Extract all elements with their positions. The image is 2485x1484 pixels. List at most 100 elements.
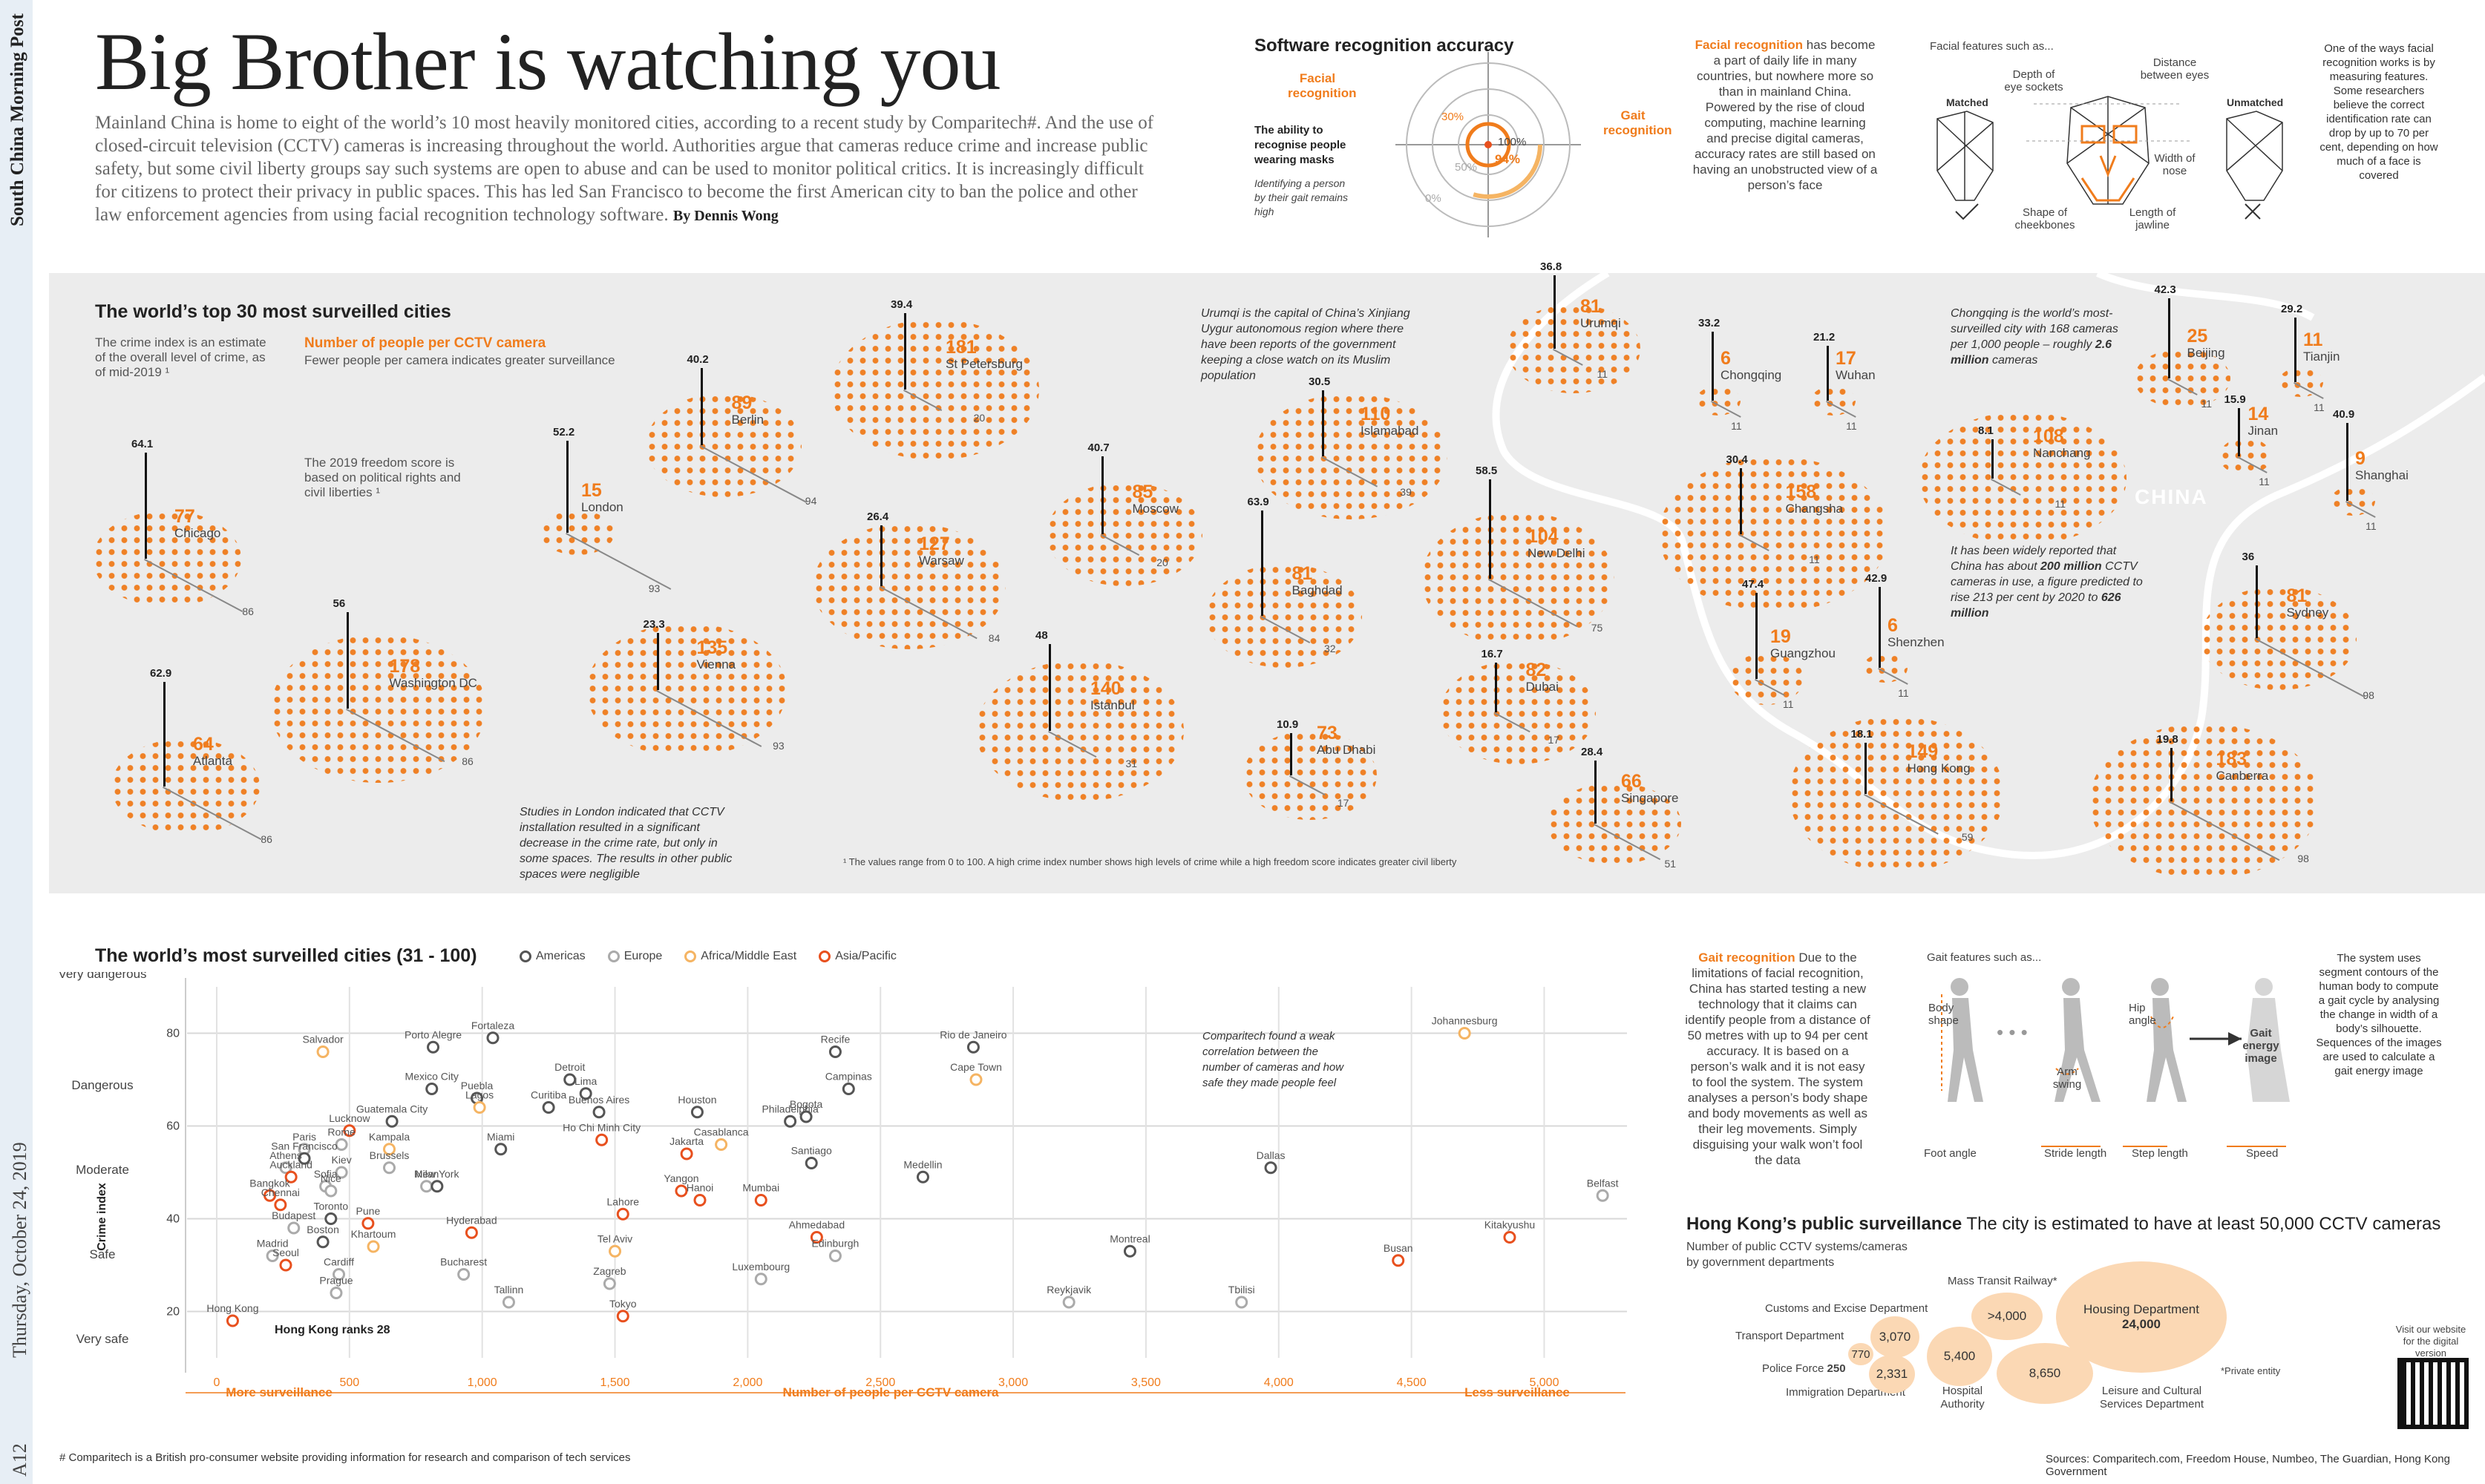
crime-index-value: 40.2: [687, 352, 709, 366]
dept-mtr-bubble: >4,000: [1971, 1293, 2043, 1340]
data-point: [754, 1194, 767, 1206]
freedom-score: 11: [1782, 697, 1794, 710]
top30-title: The world’s top 30 most surveilled citie…: [95, 301, 451, 322]
city-label: 108 Nanchang: [2033, 427, 2091, 461]
crime-index-value: 33.2: [1698, 316, 1720, 329]
gait-label-stride: Stride length: [2044, 1147, 2107, 1160]
facial-recognition-label: Facial recognition: [1288, 71, 1357, 100]
city-name: Shenzhen: [1888, 635, 1945, 649]
dept-housing-bubble: Housing Department 24,000: [2056, 1261, 2227, 1373]
crime-index-value: 48: [1035, 629, 1048, 643]
point-label: Khartoum: [351, 1228, 396, 1240]
scatter-ylabel: Crime index: [96, 1183, 108, 1251]
crime-index-bar: [700, 367, 703, 445]
city-name: Islamabad: [1361, 424, 1419, 438]
gait-recognition-label: Gait recognition: [1603, 108, 1672, 137]
x-tick-label: 2,500: [865, 1376, 895, 1389]
accuracy-rings: 30% 50% 0% 100% 94%: [1395, 52, 1581, 237]
accuracy-title: Software recognition accuracy: [1254, 36, 1514, 56]
city-label: 14 Jinan: [2248, 404, 2279, 439]
point-label: Lucknow: [329, 1112, 370, 1124]
ring-50: 50%: [1455, 161, 1477, 174]
data-point: [542, 1101, 555, 1114]
city-label: 110 Islamabad: [1361, 404, 1418, 439]
qr-code[interactable]: [2397, 1358, 2469, 1429]
crime-index-value: 40.7: [1087, 441, 1110, 454]
data-point: [1235, 1296, 1248, 1309]
city-cluster: [1548, 783, 1681, 864]
city-label: 64 Atlanta: [193, 735, 232, 769]
dept-customs-bubble: 770: [1848, 1343, 1873, 1365]
point-label: Ho Chi Minh City: [563, 1121, 641, 1133]
x-tick-label: 4,500: [1397, 1376, 1427, 1389]
china-note-c: CCTV cameras in use, a figure predicted …: [1951, 560, 2143, 604]
masks-note: The ability to recognise people wearing …: [1254, 124, 1346, 166]
legend-americas: Americas: [520, 950, 586, 963]
city-name: Chicago: [174, 526, 221, 540]
crime-index-bar: [1991, 439, 1994, 479]
data-point: [298, 1152, 311, 1165]
city-label: 85 Moscow: [1133, 482, 1179, 516]
facial-recognition-text: Facial recognition has become a part of …: [1692, 37, 1878, 193]
city-label: 127 Warsaw: [919, 534, 964, 568]
gait-side-note: The system uses segment contours of the …: [2316, 952, 2442, 1077]
city-label: 9 Shanghai: [2355, 449, 2409, 483]
point-label: Buenos Aires: [569, 1094, 630, 1106]
x-tick-label: 5,000: [1529, 1376, 1559, 1389]
y-tick-label: 80: [166, 1028, 180, 1040]
people-per-camera-value: 181: [946, 337, 977, 358]
city-label: 183 Canberra: [2216, 749, 2269, 784]
crime-index-value: 8.1: [1978, 424, 1994, 438]
label-eye-distance: Distance between eyes: [2140, 56, 2210, 82]
dept-leisure-bubble: 8,650: [1997, 1343, 2093, 1404]
freedom-score: 86: [242, 605, 254, 617]
freedom-score: 94: [805, 495, 817, 507]
point-label: Hong Kong: [206, 1302, 258, 1314]
data-point: [1264, 1161, 1277, 1175]
gait-label-arm-swing: Arm swing: [2052, 1066, 2082, 1091]
city-label: 11 Tianjin: [2303, 330, 2340, 364]
point-label: Porto Alegre: [405, 1028, 462, 1040]
label-cheekbones: Shape of cheekbones: [2014, 206, 2075, 232]
x-tick-label: 1,500: [600, 1376, 630, 1389]
point-label: Athens: [269, 1149, 302, 1161]
dept-transport-bubble: 3,070: [1870, 1316, 1919, 1358]
data-point: [457, 1268, 471, 1281]
dept-customs-name: Customs and Excise Department: [1765, 1302, 1928, 1315]
people-per-camera-value: 14: [2247, 404, 2269, 424]
hk-title: Hong Kong’s public surveillance: [1686, 1214, 1962, 1234]
city-label: 158 Changsha: [1786, 482, 1844, 516]
dept-housing-value: 24,000: [2122, 1317, 2161, 1331]
x-tick-label: 500: [339, 1376, 359, 1389]
data-point: [274, 1198, 287, 1212]
ycat-safe: Safe: [90, 1247, 116, 1261]
data-point: [330, 1287, 343, 1299]
freedom-score: 20: [973, 412, 986, 424]
freedom-score: 59: [1961, 830, 1974, 843]
city-label: 19 Guangzhou: [1770, 627, 1836, 661]
city-label: 82 Dubai: [1526, 660, 1559, 695]
point-label: Campinas: [825, 1071, 872, 1083]
point-label: Montreal: [1110, 1232, 1150, 1244]
people-per-camera-value: 183: [2216, 749, 2247, 769]
city-name: Singapore: [1621, 791, 1679, 805]
city-cluster: [1696, 386, 1741, 416]
facial-side-note: One of the ways facial recognition works…: [2319, 42, 2438, 182]
data-point: [609, 1244, 622, 1258]
city-label: 89 Berlin: [732, 393, 764, 427]
freedom-score: 17: [1337, 796, 1349, 809]
gait-label-step: Step length: [2132, 1147, 2188, 1160]
city-cluster: [2219, 438, 2271, 475]
gait-features-title: Gait features such as...: [1927, 951, 2042, 964]
people-per-camera-value: 149: [1907, 741, 1939, 762]
data-point: [465, 1226, 478, 1239]
gait-heading: Gait recognition: [1698, 951, 1795, 965]
y-tick-label: 40: [166, 1213, 180, 1226]
data-point: [680, 1147, 693, 1160]
people-per-camera-value: 11: [2303, 329, 2323, 350]
point-label: Prague: [319, 1275, 353, 1287]
legend-europe: Europe: [607, 950, 662, 963]
data-point: [383, 1161, 396, 1175]
gait-label-energy-image: Gait energy image: [2242, 1027, 2279, 1065]
freedom-score: 86: [462, 755, 474, 767]
